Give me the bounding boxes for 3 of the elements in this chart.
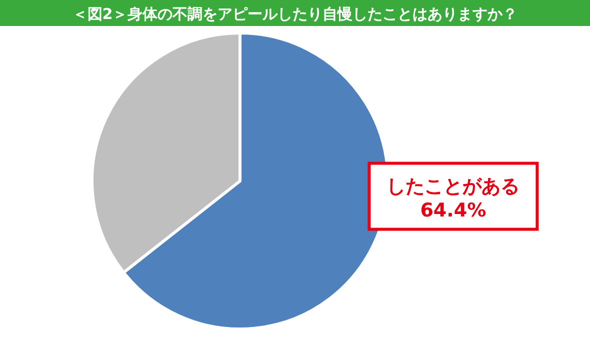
slice-label: したことがある <box>386 175 520 198</box>
data-label: 64.4% <box>420 199 486 222</box>
chart-title: ＜図2＞身体の不調をアピールしたり自慢したことはありますか？ <box>72 5 518 23</box>
